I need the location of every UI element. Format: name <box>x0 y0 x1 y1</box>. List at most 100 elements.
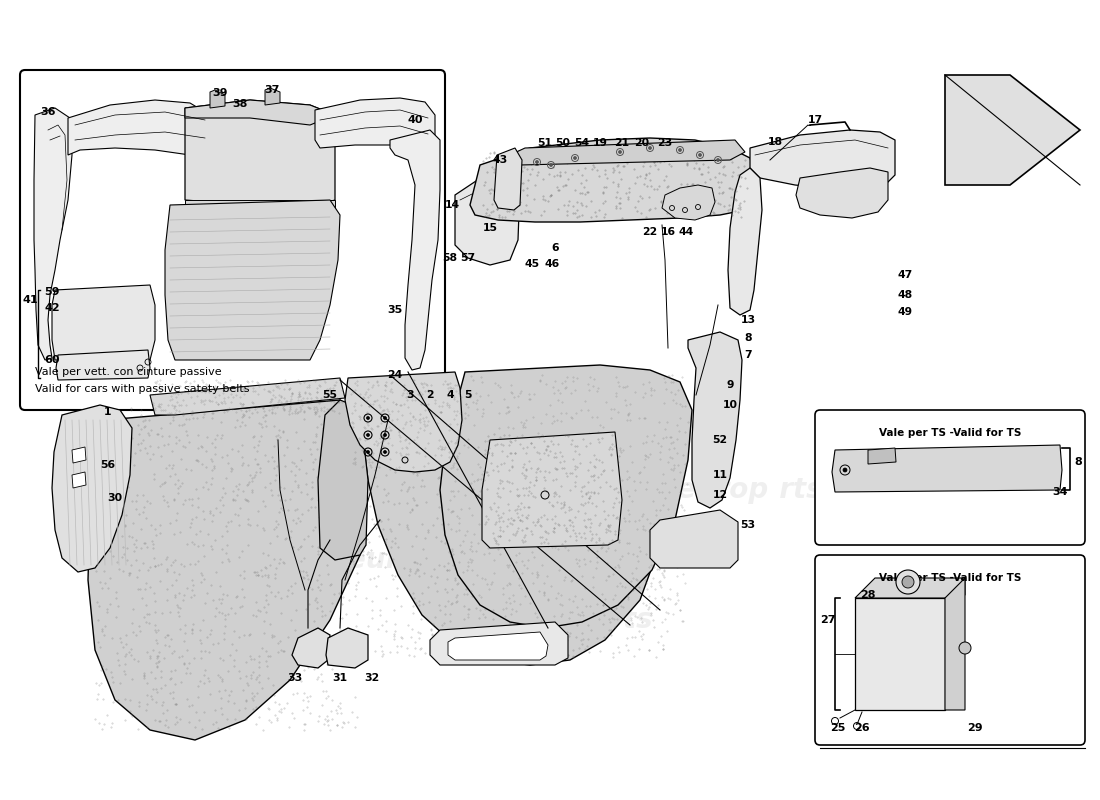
Text: 54: 54 <box>574 138 590 148</box>
Text: 15: 15 <box>483 223 497 233</box>
Text: 10: 10 <box>723 400 737 410</box>
Polygon shape <box>662 185 715 220</box>
Text: 14: 14 <box>444 200 460 210</box>
Text: Valid for cars with passive satety belts: Valid for cars with passive satety belts <box>35 384 250 394</box>
Polygon shape <box>315 98 434 148</box>
Polygon shape <box>52 285 155 360</box>
Text: europ  rts: europ rts <box>107 476 253 504</box>
Circle shape <box>698 154 702 157</box>
Polygon shape <box>455 170 520 265</box>
Text: Vale per vett. con cinture passive: Vale per vett. con cinture passive <box>35 367 221 377</box>
Polygon shape <box>855 598 945 710</box>
FancyBboxPatch shape <box>815 410 1085 545</box>
Text: 9: 9 <box>726 380 734 390</box>
Text: 12: 12 <box>713 490 727 500</box>
Text: 24: 24 <box>387 370 403 380</box>
Text: 56: 56 <box>100 460 116 470</box>
Text: 11: 11 <box>713 470 727 480</box>
Polygon shape <box>945 75 1080 185</box>
Text: 60: 60 <box>44 355 59 365</box>
Text: 4: 4 <box>447 390 454 400</box>
Text: 8: 8 <box>745 333 751 343</box>
Polygon shape <box>728 168 762 315</box>
Text: 40: 40 <box>407 115 422 125</box>
Text: 34: 34 <box>1053 487 1068 497</box>
Polygon shape <box>688 332 742 508</box>
Polygon shape <box>448 632 548 660</box>
Polygon shape <box>832 445 1062 492</box>
Polygon shape <box>345 372 462 472</box>
Polygon shape <box>494 148 522 210</box>
Polygon shape <box>165 200 340 360</box>
Polygon shape <box>440 365 692 628</box>
Text: 52: 52 <box>713 435 727 445</box>
Text: 51: 51 <box>538 138 552 148</box>
Polygon shape <box>56 350 150 380</box>
Text: 2: 2 <box>426 390 433 400</box>
Text: 16: 16 <box>660 227 675 237</box>
Text: 13: 13 <box>740 315 756 325</box>
Text: 45: 45 <box>525 259 540 269</box>
Text: 7: 7 <box>745 350 751 360</box>
Circle shape <box>366 417 370 419</box>
Circle shape <box>843 468 847 472</box>
Text: 27: 27 <box>821 615 836 625</box>
Polygon shape <box>750 130 895 190</box>
Polygon shape <box>945 578 965 710</box>
Circle shape <box>959 642 971 654</box>
Polygon shape <box>292 628 330 668</box>
Polygon shape <box>326 628 368 668</box>
Text: 30: 30 <box>108 493 122 503</box>
Polygon shape <box>68 100 214 155</box>
Circle shape <box>902 576 914 588</box>
Text: 29: 29 <box>967 723 982 733</box>
Polygon shape <box>265 88 280 105</box>
Polygon shape <box>318 400 368 560</box>
Text: 50: 50 <box>556 138 571 148</box>
Text: 17: 17 <box>807 115 823 125</box>
Circle shape <box>716 158 719 162</box>
Text: 6: 6 <box>551 243 559 253</box>
Text: europ  rts: europ rts <box>678 476 823 504</box>
Text: 19: 19 <box>593 138 607 148</box>
Text: 5: 5 <box>464 390 472 400</box>
Text: Vale per TS -Valid for TS: Vale per TS -Valid for TS <box>879 573 1021 583</box>
Text: 39: 39 <box>212 88 228 98</box>
Text: 32: 32 <box>364 673 380 683</box>
Circle shape <box>649 146 651 150</box>
Text: 42: 42 <box>44 303 59 313</box>
Text: 1: 1 <box>104 407 112 417</box>
Circle shape <box>679 149 682 151</box>
Polygon shape <box>360 398 672 665</box>
Text: 18: 18 <box>768 137 782 147</box>
Polygon shape <box>210 90 225 108</box>
Circle shape <box>384 434 386 437</box>
Polygon shape <box>430 622 568 665</box>
Polygon shape <box>72 447 86 463</box>
Polygon shape <box>510 140 745 165</box>
Text: 59: 59 <box>44 287 59 297</box>
Polygon shape <box>88 400 368 740</box>
Text: 37: 37 <box>264 85 279 95</box>
Circle shape <box>550 163 552 166</box>
Text: 20: 20 <box>635 138 650 148</box>
Polygon shape <box>150 378 345 415</box>
Text: europ  rts: europ rts <box>507 606 652 634</box>
Polygon shape <box>482 432 622 548</box>
Polygon shape <box>34 108 72 360</box>
Polygon shape <box>470 138 755 222</box>
Text: 47: 47 <box>898 270 913 280</box>
Text: 53: 53 <box>740 520 756 530</box>
Circle shape <box>896 570 920 594</box>
Polygon shape <box>52 405 132 572</box>
Text: 36: 36 <box>41 107 56 117</box>
Circle shape <box>573 157 576 159</box>
Text: 46: 46 <box>544 259 560 269</box>
Circle shape <box>366 434 370 437</box>
Text: 55: 55 <box>322 390 338 400</box>
Text: 41: 41 <box>22 295 37 305</box>
Text: 28: 28 <box>860 590 876 600</box>
Text: 33: 33 <box>287 673 303 683</box>
Text: 48: 48 <box>898 290 913 300</box>
Polygon shape <box>185 200 336 215</box>
